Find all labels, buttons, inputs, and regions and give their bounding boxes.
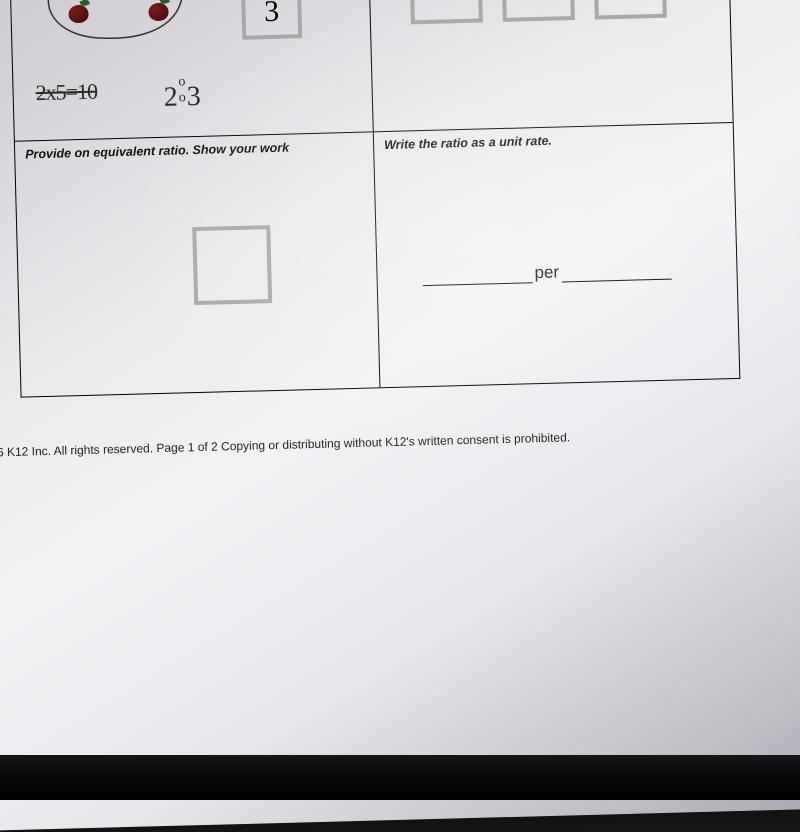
row-bottom: Provide on equivalent ratio. Show your w… xyxy=(15,122,739,397)
prompt-equivalent-ratio: Provide on equivalent ratio. Show your w… xyxy=(25,139,363,162)
ratio-box-3[interactable]: 2 : 3 xyxy=(593,0,667,20)
blank-left[interactable] xyxy=(422,267,532,286)
table-edge xyxy=(0,755,800,800)
ratio-box-1-text: 2/3 xyxy=(432,0,461,1)
blank-right[interactable] xyxy=(561,264,671,283)
cell-top-right: 2/3 2 To 3 2 : 3 xyxy=(369,0,732,131)
worksheet-grid: 2 3 2x5=10 2oo3 2/3 2 To 3 2 : 3 xyxy=(9,0,740,398)
apple-icon xyxy=(66,0,91,23)
handwritten-crossed-out: 2x5=10 xyxy=(35,79,97,107)
hw-ratio-left: 2 xyxy=(163,81,178,112)
equivalent-ratio-answer-box[interactable] xyxy=(192,225,272,305)
paper-sheet: 2 3 2x5=10 2oo3 2/3 2 To 3 2 : 3 xyxy=(0,0,800,832)
copyright-footer: 6 K12 Inc. All rights reserved. Page 1 o… xyxy=(0,430,570,459)
cell-bottom-right: Write the ratio as a unit rate. per xyxy=(374,123,740,387)
fraction-denominator: 3 xyxy=(264,0,280,27)
apple-icon xyxy=(146,0,171,21)
cell-bottom-left: Provide on equivalent ratio. Show your w… xyxy=(15,132,381,396)
hw-ratio-colon: oo xyxy=(178,74,186,106)
row-top: 2 3 2x5=10 2oo3 2/3 2 To 3 2 : 3 xyxy=(10,0,732,141)
fraction-answer-box[interactable]: 2 3 xyxy=(240,0,302,40)
ratio-box-2[interactable]: 2 To 3 xyxy=(501,0,575,22)
per-word: per xyxy=(532,262,561,283)
ratio-box-1[interactable]: 2/3 xyxy=(409,0,483,24)
hw-ratio-right: 3 xyxy=(186,81,201,112)
cell-top-left: 2 3 2x5=10 2oo3 xyxy=(10,0,373,141)
apple-cluster xyxy=(45,0,198,50)
prompt-unit-rate: Write the ratio as a unit rate. xyxy=(384,129,723,152)
unit-rate-fill-in: per xyxy=(422,260,671,287)
ratio-boxes-row: 2/3 2 To 3 2 : 3 xyxy=(409,0,667,24)
handwritten-ratio: 2oo3 xyxy=(163,74,201,114)
